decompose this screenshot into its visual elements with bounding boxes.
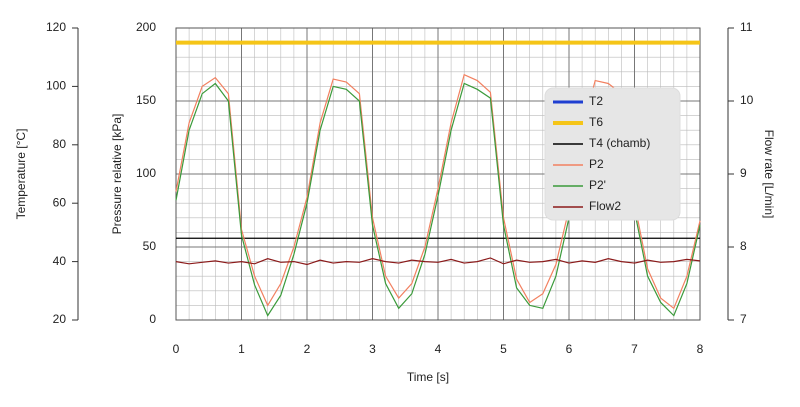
legend-label: T4 (chamb)	[589, 136, 650, 150]
y-tick-label: 200	[136, 20, 156, 34]
y2-tick-label: 7	[740, 312, 747, 326]
y3-axis-title: Temperature [°C]	[14, 129, 28, 220]
legend-label: T2	[589, 94, 603, 108]
y3-tick-label: 20	[53, 312, 67, 326]
x-tick-label: 6	[566, 342, 573, 356]
y-axis-title: Pressure relative [kPa]	[110, 114, 124, 235]
legend-label: Flow2	[589, 199, 621, 213]
x-tick-label: 2	[304, 342, 311, 356]
x-tick-label: 1	[238, 342, 245, 356]
plot-frame	[175, 27, 701, 321]
y2-tick-label: 10	[740, 93, 754, 107]
y3-tick-label: 120	[46, 20, 66, 34]
y-tick-label: 50	[143, 239, 157, 253]
y3-tick-label: 100	[46, 79, 66, 93]
x-tick-label: 5	[500, 342, 507, 356]
x-axis-title: Time [s]	[407, 370, 449, 384]
y-tick-label: 0	[149, 312, 156, 326]
y2-tick-label: 8	[740, 239, 747, 253]
series-line	[175, 257, 701, 266]
x-tick-label: 7	[631, 342, 638, 356]
legend-label: P2'	[589, 178, 606, 192]
x-tick-label: 4	[435, 342, 442, 356]
x-tick-label: 3	[369, 342, 376, 356]
y3-tick-label: 40	[53, 254, 67, 268]
y3-tick-label: 80	[53, 137, 67, 151]
x-tick-label: 0	[173, 342, 180, 356]
x-tick-label: 8	[697, 342, 704, 356]
series-line	[175, 73, 701, 310]
y2-axis-title: Flow rate [L/min]	[762, 130, 776, 219]
y2-tick-label: 9	[740, 166, 747, 180]
legend-label: T6	[589, 115, 603, 129]
legend-label: P2	[589, 157, 604, 171]
y3-tick-label: 60	[53, 195, 67, 209]
y-tick-label: 100	[136, 166, 156, 180]
y2-tick-label: 11	[740, 20, 753, 34]
y-tick-label: 150	[136, 93, 156, 107]
